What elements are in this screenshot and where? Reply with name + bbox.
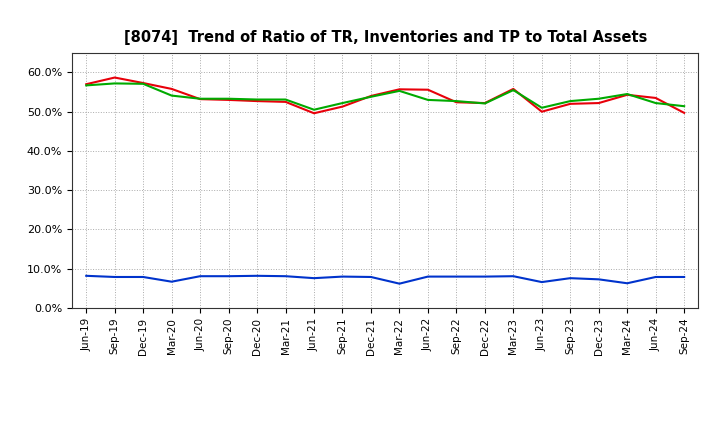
- Trade Payables: [652, 100, 660, 106]
- Trade Payables: [110, 81, 119, 86]
- Trade Payables: [253, 97, 261, 102]
- Inventories: [623, 281, 631, 286]
- Inventories: [196, 274, 204, 279]
- Trade Payables: [225, 96, 233, 101]
- Trade Receivables: [253, 99, 261, 104]
- Trade Payables: [310, 107, 318, 112]
- Inventories: [225, 274, 233, 279]
- Trade Receivables: [82, 81, 91, 87]
- Trade Payables: [196, 96, 204, 101]
- Trade Payables: [139, 81, 148, 86]
- Trade Payables: [366, 94, 375, 99]
- Trade Receivables: [196, 96, 204, 102]
- Trade Payables: [452, 99, 461, 104]
- Trade Payables: [395, 88, 404, 94]
- Inventories: [253, 273, 261, 279]
- Trade Receivables: [623, 92, 631, 97]
- Trade Receivables: [480, 100, 489, 106]
- Trade Receivables: [537, 109, 546, 114]
- Inventories: [338, 274, 347, 279]
- Line: Trade Payables: Trade Payables: [86, 84, 684, 110]
- Line: Trade Receivables: Trade Receivables: [86, 77, 684, 113]
- Inventories: [509, 274, 518, 279]
- Trade Receivables: [282, 99, 290, 105]
- Inventories: [680, 275, 688, 280]
- Title: [8074]  Trend of Ratio of TR, Inventories and TP to Total Assets: [8074] Trend of Ratio of TR, Inventories…: [124, 29, 647, 45]
- Trade Payables: [509, 88, 518, 93]
- Trade Payables: [537, 105, 546, 110]
- Inventories: [366, 275, 375, 280]
- Inventories: [395, 281, 404, 286]
- Inventories: [139, 275, 148, 280]
- Inventories: [595, 277, 603, 282]
- Inventories: [282, 274, 290, 279]
- Trade Payables: [282, 97, 290, 102]
- Trade Receivables: [139, 81, 148, 86]
- Trade Receivables: [338, 104, 347, 109]
- Trade Receivables: [452, 99, 461, 105]
- Trade Receivables: [167, 86, 176, 92]
- Trade Receivables: [680, 110, 688, 116]
- Inventories: [110, 275, 119, 280]
- Trade Receivables: [652, 95, 660, 101]
- Inventories: [566, 275, 575, 281]
- Trade Receivables: [110, 75, 119, 80]
- Inventories: [167, 279, 176, 284]
- Trade Payables: [338, 100, 347, 106]
- Trade Receivables: [395, 87, 404, 92]
- Inventories: [310, 275, 318, 281]
- Trade Receivables: [509, 86, 518, 92]
- Trade Payables: [423, 97, 432, 103]
- Trade Receivables: [595, 100, 603, 106]
- Inventories: [480, 274, 489, 279]
- Trade Payables: [623, 92, 631, 97]
- Inventories: [82, 273, 91, 279]
- Trade Payables: [167, 93, 176, 98]
- Trade Payables: [82, 83, 91, 88]
- Trade Receivables: [225, 97, 233, 103]
- Trade Payables: [595, 96, 603, 101]
- Trade Payables: [480, 101, 489, 106]
- Trade Payables: [566, 99, 575, 104]
- Inventories: [537, 279, 546, 285]
- Trade Receivables: [310, 110, 318, 116]
- Inventories: [652, 275, 660, 280]
- Trade Receivables: [566, 101, 575, 106]
- Inventories: [452, 274, 461, 279]
- Trade Receivables: [366, 93, 375, 99]
- Inventories: [423, 274, 432, 279]
- Line: Inventories: Inventories: [86, 276, 684, 284]
- Trade Payables: [680, 103, 688, 109]
- Trade Receivables: [423, 87, 432, 92]
